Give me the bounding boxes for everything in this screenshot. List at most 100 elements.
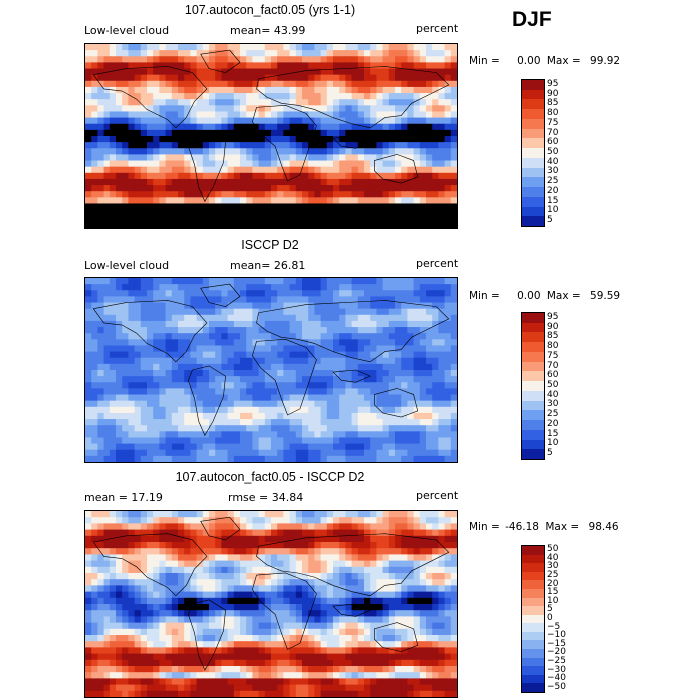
map-cell [221,68,229,76]
map-cell [345,44,353,51]
map-cell [364,148,371,156]
map-cell [252,529,260,537]
map-cell [85,185,92,192]
panel-3-map [84,510,458,698]
map-cell [370,363,378,371]
map-cell [196,357,204,365]
map-cell [85,542,92,549]
map-cell [333,44,340,51]
map-cell [97,327,105,334]
map-cell [202,419,210,426]
map-cell [103,400,111,408]
map-cell [419,529,427,537]
map-cell [178,160,185,168]
map-cell [283,400,291,408]
map-cell [116,50,123,57]
map-cell [395,203,402,211]
map-cell [376,333,384,340]
map-cell [240,357,247,365]
map-cell [302,302,309,310]
map-cell [153,117,161,125]
map-cell [271,560,278,568]
map-cell [97,166,105,174]
map-cell [295,529,303,537]
map-cell [264,129,272,137]
map-cell [388,591,396,599]
map-cell [376,278,384,285]
map-cell [147,154,154,162]
map-cell [147,136,154,143]
map-cell [97,585,105,593]
map-cell [283,215,291,223]
map-cell [302,370,309,377]
map-cell [308,585,316,593]
map-cell [308,363,316,371]
map-cell [221,142,229,149]
map-cell [326,635,334,642]
map-cell [116,148,123,156]
map-cell [376,455,384,462]
map-cell [370,123,378,131]
map-cell [351,412,359,420]
map-cell [171,333,179,340]
map-cell [85,160,92,168]
map-cell [326,327,334,334]
map-cell [388,604,396,611]
map-cell [364,105,371,113]
map-cell [289,308,297,316]
map-cell [407,443,415,451]
map-cell [401,455,409,462]
map-cell [103,154,111,162]
map-cell [264,357,272,365]
map-cell [196,215,204,223]
map-cell [233,105,241,113]
map-cell [258,302,266,310]
map-cell [85,68,92,76]
map-cell [184,523,192,531]
map-cell [320,616,328,624]
map-cell [401,529,409,537]
map-cell [140,333,148,340]
map-cell [289,376,297,383]
map-cell [407,591,415,599]
map-cell [97,443,105,451]
map-cell [215,566,223,574]
map-cell [351,443,359,451]
map-cell [320,142,328,149]
map-cell [85,50,92,57]
map-cell [196,628,204,636]
map-cell [258,215,266,223]
map-cell [140,105,148,113]
map-cell [178,111,185,119]
map-cell [382,345,390,353]
map-cell [264,215,272,223]
map-cell [432,585,440,593]
map-cell [395,105,402,113]
map-cell [376,111,384,119]
map-cell [215,437,223,445]
map-cell [221,622,229,630]
map-cell [326,148,334,156]
map-cell [147,215,154,223]
map-cell [233,278,241,285]
map-cell [388,622,396,630]
map-cell [202,610,210,618]
map-cell [419,431,427,439]
map-cell [103,136,111,143]
map-cell [190,357,198,365]
map-cell [432,579,440,587]
map-cell [376,314,384,322]
map-cell [339,172,347,180]
map-cell [128,111,136,119]
map-cell [264,148,272,156]
map-cell [450,327,457,334]
map-cell [277,400,285,408]
map-cell [388,449,396,457]
map-cell [165,597,173,605]
map-cell [246,284,254,291]
map-cell [258,548,266,556]
map-cell [258,185,266,192]
map-cell [134,296,142,304]
map-cell [103,339,111,347]
map-cell [140,449,148,457]
